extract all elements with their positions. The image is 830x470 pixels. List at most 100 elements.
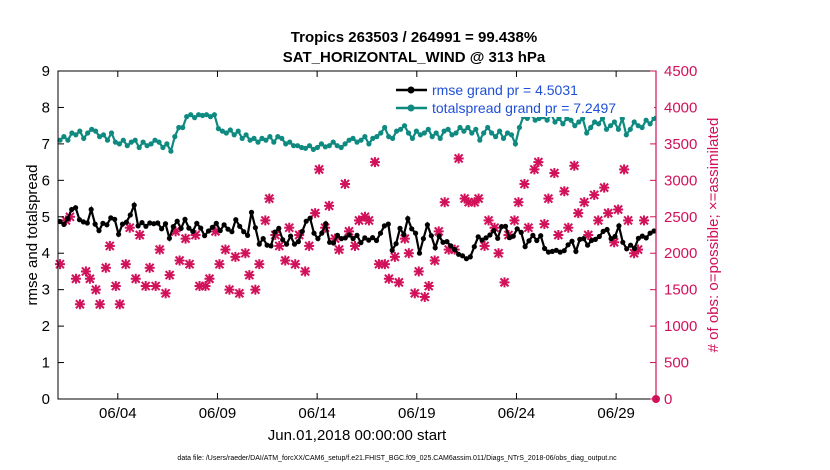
rmse-point [499, 224, 505, 230]
rmse-point [588, 237, 595, 244]
spread-point [532, 117, 538, 123]
obs-assimilated-point [579, 197, 590, 208]
rmse-point [256, 241, 262, 247]
spread-point [81, 135, 87, 141]
rmse-point [174, 218, 180, 224]
rmse-point [373, 237, 380, 244]
obs-assimilated-point [619, 164, 630, 175]
obs-assimilated-point [284, 222, 295, 233]
y-right-tick-label: 2000 [664, 245, 697, 262]
obs-assimilated-point [100, 262, 111, 273]
rmse-point [225, 226, 231, 232]
spread-point [576, 119, 582, 125]
spread-point [350, 135, 356, 141]
spread-point [627, 126, 633, 132]
spread-point [596, 121, 602, 127]
rmse-point [284, 241, 290, 247]
spread-point [457, 124, 463, 131]
x-tick-label: 06/29 [597, 405, 635, 422]
spread-point [132, 137, 138, 143]
rmse-point [276, 225, 282, 231]
rmse-point [635, 235, 642, 241]
spread-point [180, 124, 186, 131]
rmse-point [553, 247, 559, 253]
spread-point [465, 124, 471, 131]
spread-point [164, 141, 170, 147]
obs-assimilated-point [403, 248, 414, 259]
rmse-point [151, 221, 157, 227]
obs-assimilated-point [70, 273, 81, 284]
spread-point [603, 126, 610, 132]
spread-point [330, 139, 336, 145]
rmse-point [166, 235, 172, 241]
obs-assimilated-point [324, 200, 335, 211]
rmse-point [471, 244, 477, 250]
obs-assimilated-point [419, 291, 430, 302]
spread-point [469, 130, 475, 136]
rmse-point [608, 236, 614, 242]
rmse-point [479, 237, 485, 243]
spread-point [441, 128, 447, 134]
rmse-point [268, 243, 274, 249]
rmse-point [612, 233, 618, 240]
spread-point [635, 123, 641, 129]
obs-assimilated-point [559, 186, 570, 197]
rmse-point [545, 249, 552, 255]
rmse-point [416, 250, 423, 256]
obs-assimilated-point [310, 208, 321, 219]
rmse-point [170, 224, 176, 230]
spread-point [231, 132, 237, 138]
spread-point [568, 117, 574, 123]
obs-assimilated-point [509, 215, 520, 226]
spread-point [199, 112, 206, 119]
rmse-point [162, 221, 169, 227]
rmse-point [569, 238, 575, 244]
spread-point [489, 130, 495, 136]
rmse-point [487, 232, 493, 238]
obs-assimilated-point [533, 157, 544, 168]
spread-point [588, 124, 594, 131]
rmse-point [510, 233, 516, 239]
y-left-tick-label: 7 [42, 136, 50, 153]
obs-assimilated-point [363, 215, 374, 226]
x-tick-label: 06/09 [199, 405, 237, 422]
y-right-tick-label: 0 [664, 391, 672, 408]
rmse-point [96, 228, 102, 234]
obs-assimilated-point [174, 255, 185, 266]
rmse-point [299, 228, 305, 234]
spread-point [508, 132, 515, 138]
spread-point [279, 135, 285, 141]
obs-assimilated-point [140, 281, 151, 292]
rmse-point [92, 221, 98, 227]
rmse-point [252, 225, 258, 231]
obs-assimilated-point [593, 215, 604, 226]
rmse-point [61, 221, 67, 227]
rmse-point [397, 225, 403, 231]
rmse-point [323, 221, 329, 227]
rmse-point [530, 232, 536, 238]
spread-point [536, 115, 542, 121]
rmse-point [573, 248, 579, 254]
y-right-tick-label: 1000 [664, 318, 697, 335]
rmse-point [280, 237, 286, 243]
spread-point [619, 115, 625, 121]
spread-point [97, 134, 103, 140]
spread-point [473, 126, 479, 132]
obs-assimilated-point [234, 288, 245, 299]
spread-point [69, 130, 75, 136]
rmse-point [651, 228, 657, 234]
rmse-point [241, 229, 247, 235]
spread-point [370, 135, 376, 141]
rmse-point [209, 224, 215, 230]
spread-point [512, 141, 519, 147]
rmse-point [123, 219, 129, 225]
obs-assimilated-point [379, 259, 390, 270]
spread-point [196, 112, 202, 118]
spread-point [378, 130, 384, 136]
rmse-point [452, 247, 458, 253]
y-right-tick-label: 3000 [664, 172, 697, 189]
obs-assimilated-point [639, 215, 650, 226]
spread-point [338, 144, 344, 151]
spread-point [362, 134, 368, 140]
spread-point [299, 144, 305, 151]
